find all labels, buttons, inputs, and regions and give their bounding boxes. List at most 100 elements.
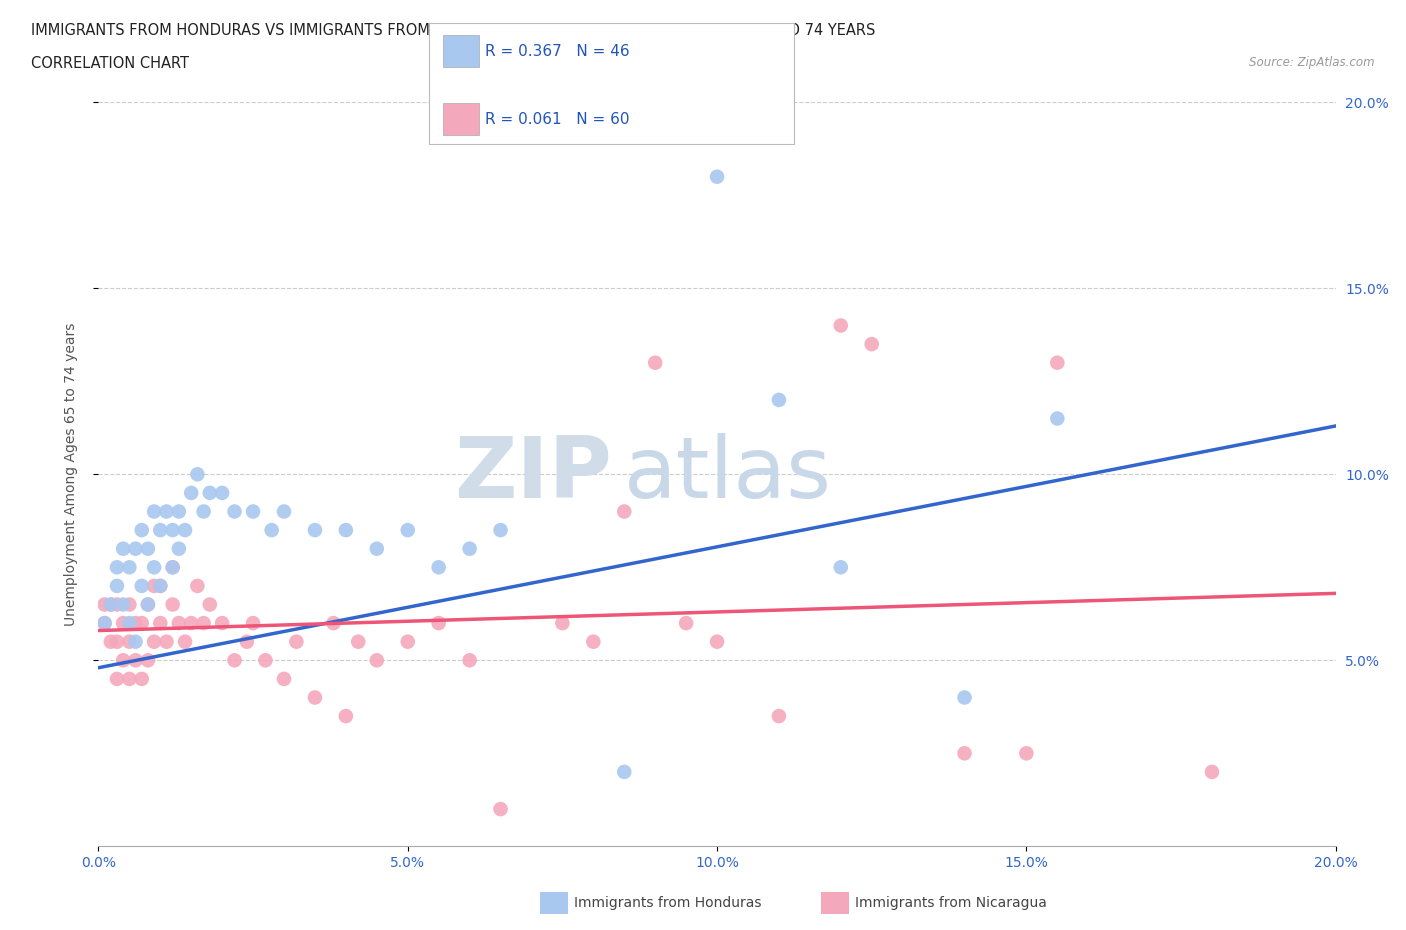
Point [613, 764, 636, 779]
Point [427, 616, 450, 631]
Point [136, 653, 159, 668]
Point [136, 597, 159, 612]
Point [174, 634, 197, 649]
Point [118, 560, 141, 575]
Point [242, 504, 264, 519]
Point [143, 560, 166, 575]
Point [260, 523, 283, 538]
Point [100, 597, 122, 612]
Point [167, 504, 190, 519]
Point [118, 671, 141, 686]
Point [273, 671, 295, 686]
Text: R = 0.061   N = 60: R = 0.061 N = 60 [485, 112, 630, 126]
Point [105, 597, 128, 612]
Y-axis label: Unemployment Among Ages 65 to 74 years: Unemployment Among Ages 65 to 74 years [63, 323, 77, 626]
Point [285, 634, 308, 649]
Text: CORRELATION CHART: CORRELATION CHART [31, 56, 188, 71]
Point [953, 746, 976, 761]
Point [830, 318, 852, 333]
Point [186, 467, 208, 482]
Point [953, 690, 976, 705]
Text: Source: ZipAtlas.com: Source: ZipAtlas.com [1250, 56, 1375, 69]
Point [236, 634, 259, 649]
Point [149, 523, 172, 538]
Point [124, 541, 146, 556]
Point [105, 671, 128, 686]
Point [167, 616, 190, 631]
Point [131, 578, 153, 593]
Point [174, 523, 197, 538]
Point [489, 802, 512, 817]
Point [304, 523, 326, 538]
Point [427, 560, 450, 575]
Point [131, 523, 153, 538]
Text: ZIP: ZIP [454, 432, 612, 516]
Point [551, 616, 574, 631]
Point [613, 504, 636, 519]
Point [167, 541, 190, 556]
Point [93, 616, 115, 631]
Point [396, 523, 419, 538]
Point [706, 169, 728, 184]
Point [347, 634, 370, 649]
Point [112, 597, 135, 612]
Point [1046, 355, 1069, 370]
Point [105, 578, 128, 593]
Point [706, 634, 728, 649]
Point [458, 541, 481, 556]
Point [186, 578, 208, 593]
Point [1015, 746, 1038, 761]
Point [118, 597, 141, 612]
Point [489, 523, 512, 538]
Point [143, 504, 166, 519]
Point [1201, 764, 1223, 779]
Point [162, 560, 184, 575]
Point [105, 560, 128, 575]
Point [335, 709, 357, 724]
Point [131, 671, 153, 686]
Point [155, 504, 177, 519]
Point [112, 653, 135, 668]
Point [860, 337, 883, 352]
Point [162, 560, 184, 575]
Point [224, 504, 246, 519]
Point [335, 523, 357, 538]
Point [155, 634, 177, 649]
Point [675, 616, 697, 631]
Point [304, 690, 326, 705]
Point [93, 597, 115, 612]
Point [149, 578, 172, 593]
Point [396, 634, 419, 649]
Point [644, 355, 666, 370]
Point [118, 634, 141, 649]
Point [366, 653, 388, 668]
Point [768, 392, 790, 407]
Point [768, 709, 790, 724]
Point [193, 504, 215, 519]
Point [830, 560, 852, 575]
Point [105, 634, 128, 649]
Point [198, 485, 221, 500]
Point [1046, 411, 1069, 426]
Text: R = 0.367   N = 46: R = 0.367 N = 46 [485, 44, 630, 59]
Point [93, 616, 115, 631]
Point [149, 578, 172, 593]
Point [112, 541, 135, 556]
Point [124, 616, 146, 631]
Point [118, 616, 141, 631]
Point [136, 597, 159, 612]
Point [193, 616, 215, 631]
Point [180, 485, 202, 500]
Point [458, 653, 481, 668]
Text: Immigrants from Honduras: Immigrants from Honduras [574, 896, 761, 910]
Point [124, 634, 146, 649]
Point [180, 616, 202, 631]
Point [112, 616, 135, 631]
Point [242, 616, 264, 631]
Point [582, 634, 605, 649]
Point [224, 653, 246, 668]
Point [211, 616, 233, 631]
Point [136, 541, 159, 556]
Point [366, 541, 388, 556]
Point [124, 653, 146, 668]
